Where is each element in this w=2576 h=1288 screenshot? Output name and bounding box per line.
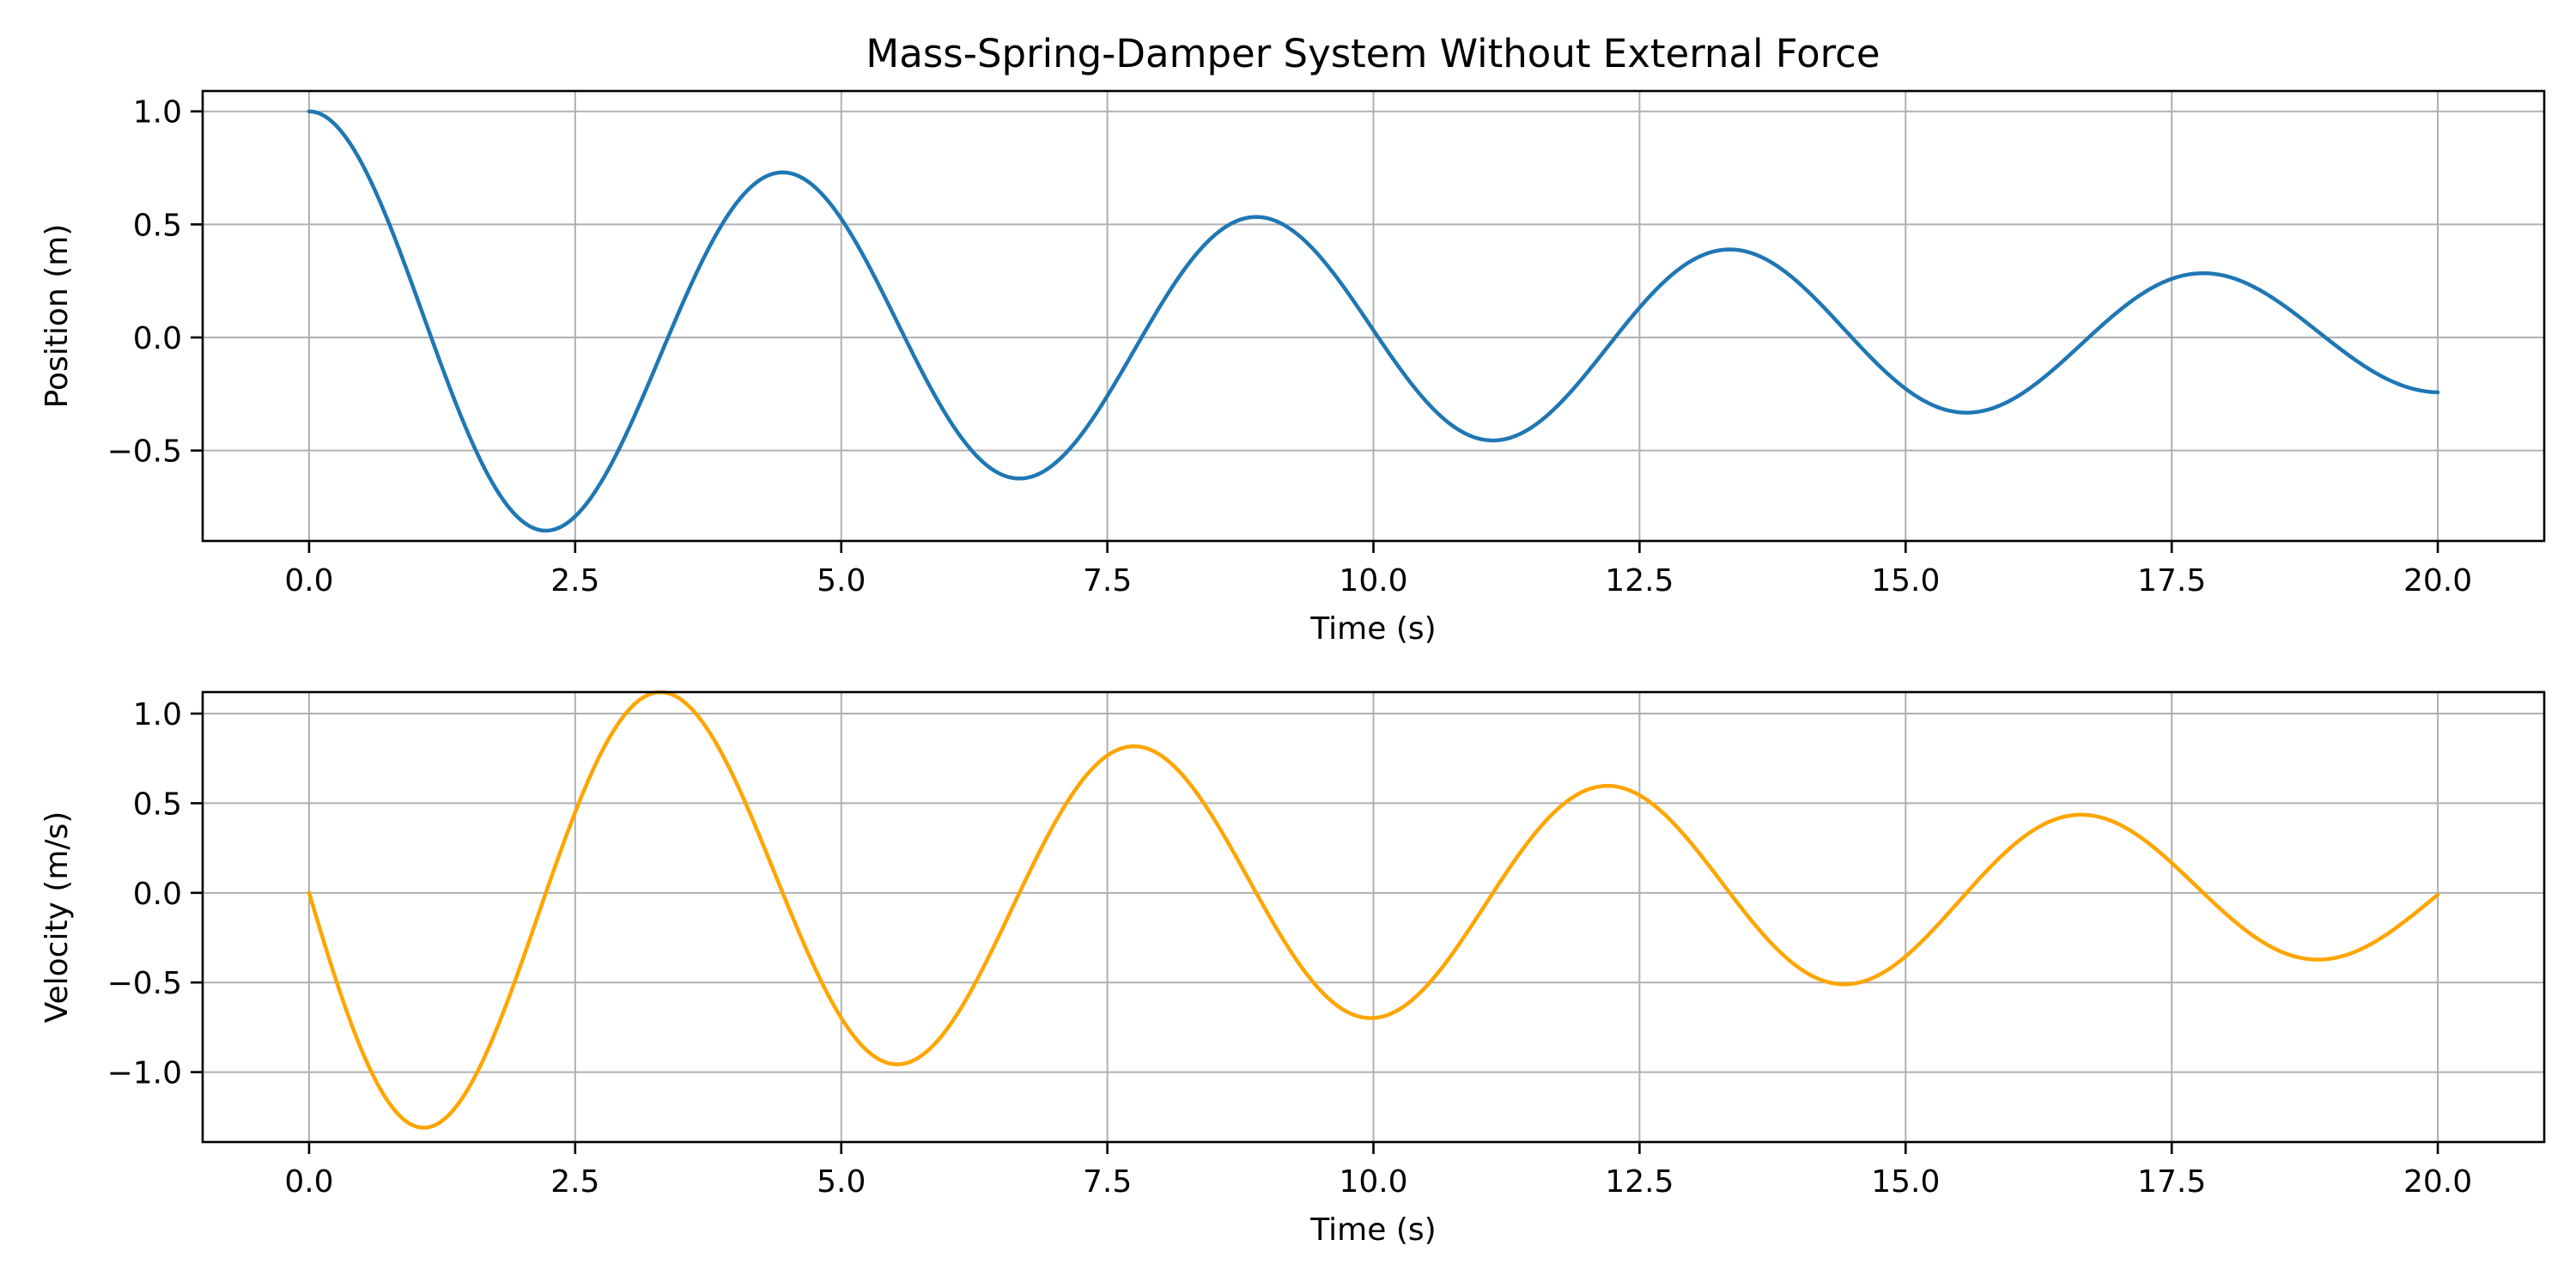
velocity-y-tick-label: −1.0 bbox=[107, 1056, 182, 1091]
position-x-tick-label: 20.0 bbox=[2403, 563, 2472, 598]
position-y-tick-label: 0.0 bbox=[133, 321, 182, 356]
velocity-ticks: 0.0 2.5 5.0 7.5 10.0 12.5 15.0 17.5 20.0 −1.0 −0.5… bbox=[107, 697, 2473, 1200]
position-x-tick-label: 7.5 bbox=[1083, 563, 1132, 598]
velocity-x-tick-label: 10.0 bbox=[1339, 1164, 1407, 1200]
position-grid bbox=[203, 91, 2544, 541]
velocity-x-tick-label: 2.5 bbox=[550, 1164, 599, 1200]
velocity-x-axis-label: Time (s) bbox=[1309, 1212, 1436, 1248]
velocity-y-tick-label: 1.0 bbox=[133, 697, 182, 732]
position-x-axis-label: Time (s) bbox=[1309, 611, 1436, 647]
velocity-x-tick-label: 5.0 bbox=[817, 1164, 866, 1200]
velocity-x-tick-label: 15.0 bbox=[1871, 1164, 1940, 1200]
velocity-y-axis-label: Velocity (m/s) bbox=[39, 811, 75, 1024]
position-x-tick-label: 10.0 bbox=[1339, 563, 1407, 598]
velocity-x-tick-label: 0.0 bbox=[284, 1164, 333, 1200]
position-y-axis-label: Position (m) bbox=[39, 224, 75, 409]
position-x-tick-label: 17.5 bbox=[2137, 563, 2206, 598]
velocity-x-tick-label: 17.5 bbox=[2137, 1164, 2206, 1200]
velocity-y-tick-label: −0.5 bbox=[107, 966, 182, 1001]
position-line bbox=[307, 109, 2440, 533]
velocity-grid bbox=[203, 692, 2544, 1142]
velocity-x-tick-label: 12.5 bbox=[1605, 1164, 1674, 1200]
velocity-x-tick-label: 20.0 bbox=[2403, 1164, 2472, 1200]
position-x-tick-label: 0.0 bbox=[284, 563, 333, 598]
chart-title: Mass-Spring-Damper System Without Extern… bbox=[866, 31, 1880, 76]
velocity-x-tick-label: 7.5 bbox=[1083, 1164, 1132, 1200]
velocity-subplot: 0.0 2.5 5.0 7.5 10.0 12.5 15.0 17.5 20.0 −1.0 −0.5… bbox=[39, 690, 2546, 1248]
position-ticks: 0.0 2.5 5.0 7.5 10.0 12.5 15.0 17.5 20.0 −0.5 0.0 0… bbox=[107, 95, 2473, 598]
position-x-tick-label: 12.5 bbox=[1605, 563, 1674, 598]
position-x-tick-label: 5.0 bbox=[817, 563, 866, 598]
position-y-tick-label: −0.5 bbox=[107, 434, 182, 470]
velocity-y-tick-label: 0.5 bbox=[133, 787, 182, 822]
position-y-tick-label: 1.0 bbox=[133, 95, 182, 131]
velocity-y-tick-label: 0.0 bbox=[133, 877, 182, 912]
position-y-tick-label: 0.5 bbox=[133, 208, 182, 243]
position-x-tick-label: 2.5 bbox=[550, 563, 599, 598]
position-x-tick-label: 15.0 bbox=[1871, 563, 1940, 598]
position-subplot: 0.0 2.5 5.0 7.5 10.0 12.5 15.0 17.5 20.0 −0.5 0.0 0… bbox=[39, 89, 2546, 647]
